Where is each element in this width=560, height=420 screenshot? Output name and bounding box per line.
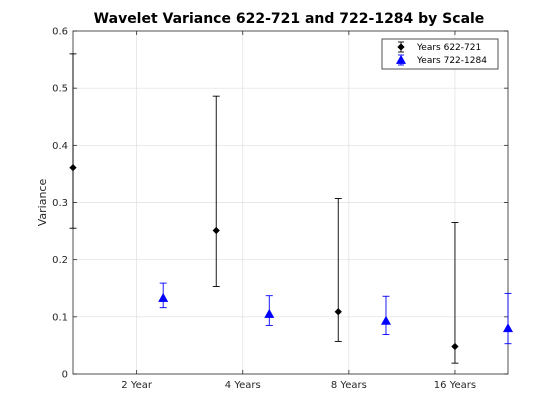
x-tick-label: 16 Years [434, 380, 476, 391]
data-point [502, 323, 514, 333]
grid [73, 31, 508, 374]
x-tick-label: 8 Years [331, 380, 367, 391]
data-point [264, 308, 275, 318]
legend: Years 622-721 Years 722-1284 [381, 38, 499, 70]
y-tick-label: 0.6 [52, 27, 68, 38]
y-tick-label: 0.3 [52, 198, 68, 209]
y-tick-label: 0.1 [52, 312, 68, 323]
legend-label: Years 722-1284 [416, 56, 487, 66]
data-point [69, 164, 77, 172]
data-point [158, 292, 169, 302]
data-point [380, 315, 391, 325]
data-point [212, 226, 220, 235]
data-series [69, 53, 514, 364]
y-axis-label: Variance [36, 179, 49, 227]
data-point [451, 342, 459, 351]
x-tick-label: 4 Years [225, 380, 261, 391]
y-tick-label: 0.5 [52, 84, 68, 95]
legend-label: Years 622-721 [416, 43, 481, 53]
chart-title: Wavelet Variance 622-721 and 722-1284 by… [94, 11, 485, 27]
y-tick-label: 0 [62, 370, 68, 381]
y-tick-label: 0.4 [52, 141, 68, 152]
y-tick-label: 0.2 [52, 255, 68, 266]
series-1 [69, 53, 459, 364]
axis-ticks: 0 0.1 0.2 0.3 0.4 0.5 0.6 2 Year 4 Years 8 Years 1… [52, 27, 508, 391]
legend-marker [397, 43, 405, 51]
data-point [334, 308, 342, 316]
series-2 [158, 282, 514, 345]
x-tick-label: 2 Year [121, 380, 153, 391]
legend-marker [395, 54, 407, 64]
